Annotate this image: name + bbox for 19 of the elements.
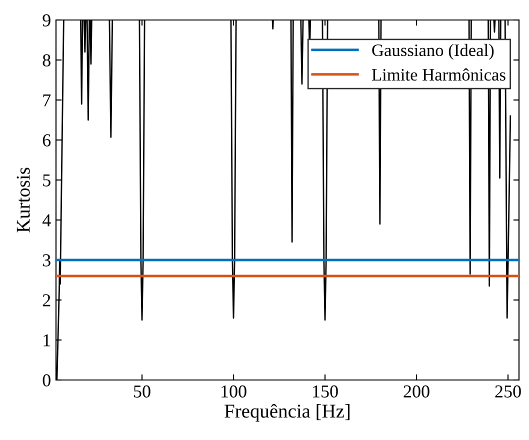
x-tick-label: 50 xyxy=(134,385,150,398)
y-tick-label: 3 xyxy=(42,254,50,266)
y-tick-label: 9 xyxy=(42,14,50,26)
x-axis-title: Frequência [Hz] xyxy=(224,404,350,422)
y-tick-label: 0 xyxy=(42,374,50,386)
x-tick-label: 200 xyxy=(404,385,430,398)
x-tick-label: 100 xyxy=(222,385,246,398)
y-tick-label: 1 xyxy=(44,334,50,346)
y-tick-label: 6 xyxy=(42,134,51,146)
x-tick-label: 150 xyxy=(313,385,338,398)
y-tick-label: 7 xyxy=(43,94,51,106)
y-tick-label: 4 xyxy=(42,214,51,226)
legend-label: Gaussiano (Ideal) xyxy=(372,44,494,60)
y-tick-label: 8 xyxy=(42,54,50,66)
y-tick-label: 5 xyxy=(43,174,50,186)
y-axis-title: Kurtosis xyxy=(16,168,30,232)
y-tick-label: 2 xyxy=(42,294,50,306)
legend-label: Limite Harmônicas xyxy=(372,68,506,81)
x-tick-label: 250 xyxy=(495,385,521,398)
